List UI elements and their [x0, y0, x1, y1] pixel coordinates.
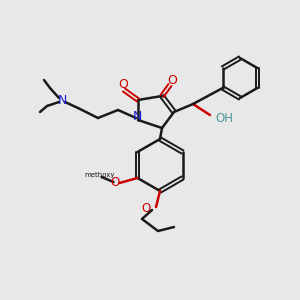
- Text: N: N: [57, 94, 67, 106]
- Text: O: O: [141, 202, 151, 214]
- Text: O: O: [111, 176, 120, 188]
- Text: N: N: [132, 110, 142, 124]
- Text: OH: OH: [215, 112, 233, 124]
- Text: methoxy: methoxy: [84, 172, 115, 178]
- Text: O: O: [167, 74, 177, 86]
- Text: O: O: [118, 79, 128, 92]
